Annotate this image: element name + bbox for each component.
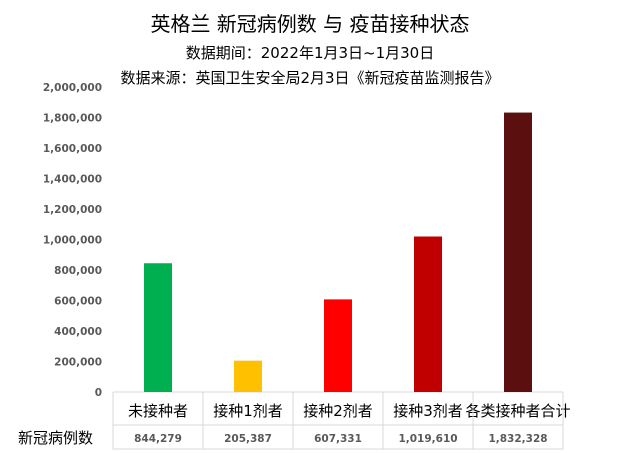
table-value: 844,279: [134, 433, 182, 445]
bar-2: [234, 360, 262, 392]
category-label: 接种2剂者: [303, 402, 373, 420]
category-label: 各类接种者合计: [465, 402, 570, 420]
y-tick-label: 1,000,000: [43, 235, 102, 247]
y-tick-label: 600,000: [54, 296, 102, 308]
table-row-label: 新冠病例数: [18, 429, 93, 447]
y-tick-label: 2,000,000: [43, 82, 102, 94]
y-tick-label: 1,600,000: [43, 143, 102, 155]
category-label: 未接种者: [128, 402, 188, 420]
table-value: 1,019,610: [398, 433, 457, 445]
bar-1: [144, 263, 172, 392]
chart-subtitle: 数据期间：2022年1月3日~1月30日: [185, 44, 435, 62]
chart-title: 英格兰 新冠病例数 与 疫苗接种状态: [150, 12, 470, 36]
y-tick-label: 0: [95, 387, 102, 399]
y-tick-label: 400,000: [54, 326, 102, 338]
table-value: 1,832,328: [488, 433, 547, 445]
y-tick-label: 800,000: [54, 265, 102, 277]
y-tick-label: 1,200,000: [43, 204, 102, 216]
y-tick-label: 1,400,000: [43, 174, 102, 186]
bar-3: [324, 299, 352, 392]
y-tick-label: 1,800,000: [43, 113, 102, 125]
category-label: 接种3剂者: [393, 402, 463, 420]
chart-source: 数据来源：英国卫生安全局2月3日《新冠疫苗监测报告》: [120, 69, 500, 87]
y-tick-label: 200,000: [54, 357, 102, 369]
bar-4: [414, 236, 442, 392]
table-value: 607,331: [314, 433, 362, 445]
table-value: 205,387: [224, 433, 272, 445]
category-label: 接种1剂者: [213, 402, 283, 420]
bar-5: [504, 112, 532, 392]
